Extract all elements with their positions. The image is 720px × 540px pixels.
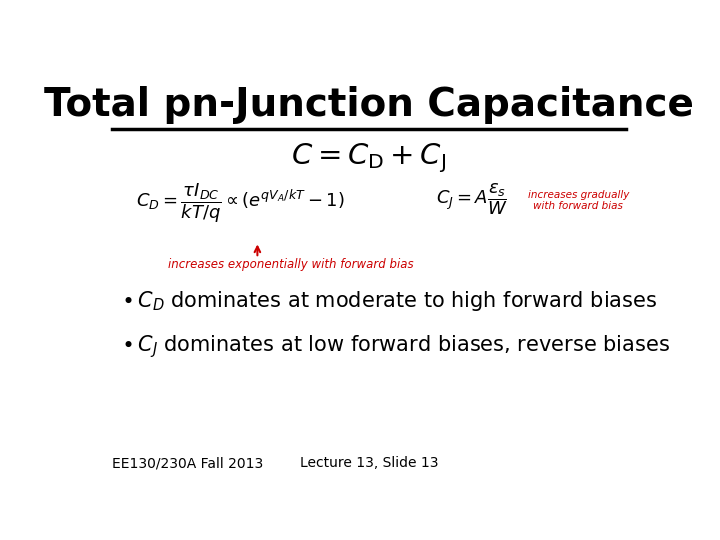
Text: increases exponentially with forward bias: increases exponentially with forward bia… [168,258,414,271]
Text: $\mathit{C} = \mathit{C}_\mathrm{D} + \mathit{C}_\mathrm{J}$: $\mathit{C} = \mathit{C}_\mathrm{D} + \m… [292,141,446,176]
Text: Lecture 13, Slide 13: Lecture 13, Slide 13 [300,456,438,470]
Text: $\bullet\, C_J$ dominates at low forward biases, reverse biases: $\bullet\, C_J$ dominates at low forward… [121,333,670,360]
Text: $C_D = \dfrac{\tau I_{DC}}{kT/q} \propto \left(e^{qV_A/kT} - 1\right)$: $C_D = \dfrac{\tau I_{DC}}{kT/q} \propto… [136,181,345,225]
Text: $C_J = A\dfrac{\varepsilon_s}{W}$: $C_J = A\dfrac{\varepsilon_s}{W}$ [436,181,508,217]
Text: EE130/230A Fall 2013: EE130/230A Fall 2013 [112,456,264,470]
Text: $\bullet\, C_D$ dominates at moderate to high forward biases: $\bullet\, C_D$ dominates at moderate to… [121,289,657,313]
Text: Total pn-Junction Capacitance: Total pn-Junction Capacitance [44,85,694,124]
Text: with forward bias: with forward bias [534,201,624,211]
Text: increases gradually: increases gradually [528,190,629,200]
